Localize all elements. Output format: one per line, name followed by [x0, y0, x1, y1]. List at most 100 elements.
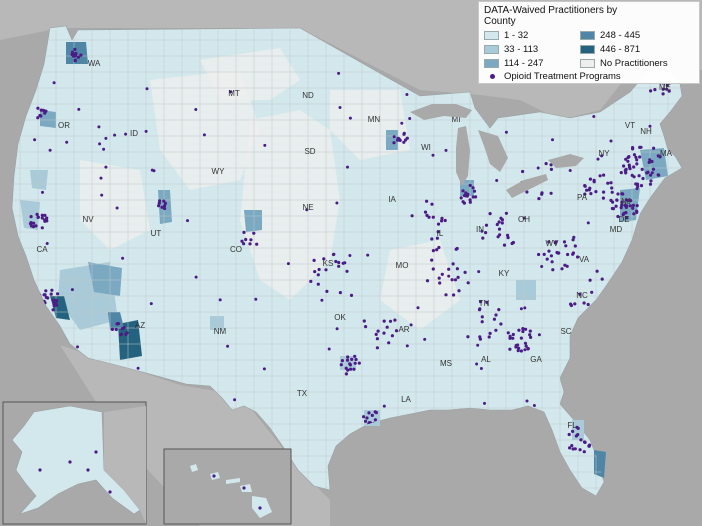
otp-marker — [42, 306, 46, 310]
state-label: MT — [228, 89, 240, 98]
otp-marker — [571, 238, 575, 242]
otp-marker — [122, 326, 126, 330]
otp-marker — [114, 327, 118, 332]
otp-marker — [595, 269, 599, 273]
otp-marker — [576, 255, 580, 259]
otp-marker — [547, 249, 551, 253]
otp-marker — [619, 171, 623, 175]
county-cluster — [30, 170, 48, 190]
otp-marker — [525, 190, 529, 194]
otp-marker — [549, 191, 553, 195]
otp-marker — [610, 296, 615, 300]
otp-marker — [313, 270, 317, 274]
state-label: KY — [499, 269, 510, 278]
otp-marker — [590, 290, 594, 294]
legend-swatch — [484, 31, 499, 40]
otp-marker — [29, 368, 33, 372]
otp-marker — [202, 133, 206, 137]
otp-marker — [623, 203, 627, 207]
legend-classes: 1 - 32 248 - 445 33 - 113 446 - 871 114 … — [484, 30, 694, 69]
otp-marker — [582, 301, 586, 305]
otp-marker — [70, 50, 75, 54]
otp-marker — [392, 135, 396, 139]
state-label: VT — [625, 121, 635, 130]
legend-swatch — [580, 31, 595, 40]
state-label: SD — [304, 147, 315, 156]
otp-marker — [555, 250, 559, 255]
otp-marker — [353, 361, 357, 365]
otp-marker — [639, 184, 644, 188]
otp-marker — [100, 193, 104, 197]
otp-marker — [77, 107, 81, 111]
legend-label: 248 - 445 — [600, 30, 641, 41]
state-label: WA — [88, 59, 101, 68]
county-cluster — [386, 130, 398, 150]
county-cluster — [594, 450, 606, 478]
otp-marker — [517, 328, 521, 332]
otp-marker — [610, 186, 614, 190]
otp-marker — [423, 337, 427, 341]
otp-marker — [462, 194, 467, 198]
otp-marker — [549, 167, 554, 171]
otp-marker — [504, 130, 508, 134]
otp-marker — [488, 212, 492, 216]
otp-marker — [366, 253, 370, 257]
otp-marker — [362, 319, 366, 323]
state-label: WV — [546, 239, 560, 248]
lake-michigan — [456, 126, 470, 186]
otp-marker — [564, 244, 568, 248]
otp-marker — [623, 290, 627, 294]
otp-marker — [627, 413, 631, 416]
no-practitioner-region — [80, 160, 150, 250]
otp-marker — [410, 214, 414, 218]
otp-marker — [487, 335, 491, 339]
otp-marker — [339, 363, 343, 367]
otp-marker — [600, 154, 604, 158]
otp-marker — [609, 181, 613, 185]
otp-marker — [620, 264, 624, 268]
otp-marker — [430, 237, 434, 241]
otp-marker — [504, 211, 508, 215]
otp-marker — [457, 289, 461, 293]
otp-marker — [44, 109, 48, 113]
state-label: CA — [36, 245, 48, 254]
otp-marker — [582, 450, 586, 454]
otp-marker — [532, 404, 536, 407]
otp-marker — [409, 323, 413, 327]
otp-marker — [551, 268, 555, 272]
otp-marker — [39, 108, 43, 112]
county-cluster — [210, 316, 224, 330]
great-lakes — [410, 104, 584, 198]
otp-marker — [229, 90, 233, 94]
otp-marker — [39, 298, 43, 302]
otp-marker — [647, 160, 651, 164]
legend-label: 114 - 247 — [504, 58, 544, 69]
otp-marker — [36, 116, 40, 120]
otp-marker — [597, 304, 601, 308]
otp-marker — [405, 136, 409, 140]
otp-marker — [562, 240, 567, 244]
otp-marker — [583, 184, 587, 188]
otp-marker — [163, 201, 167, 205]
otp-marker — [479, 300, 483, 304]
hawaii-inset-frame — [163, 448, 292, 525]
otp-marker — [466, 335, 470, 339]
state-label: MI — [452, 115, 461, 124]
otp-marker — [632, 212, 636, 216]
lake-erie — [506, 174, 548, 198]
hawaii-inset[interactable] — [163, 448, 292, 525]
otp-marker — [661, 92, 665, 96]
state-label: OR — [58, 121, 70, 130]
otp-marker — [316, 282, 320, 286]
otp-marker — [390, 334, 394, 338]
otp-marker — [374, 411, 378, 415]
otp-marker — [610, 190, 614, 194]
otp-marker — [582, 440, 587, 444]
state-label: NE — [302, 203, 313, 212]
otp-marker — [651, 167, 656, 171]
otp-marker — [477, 270, 481, 274]
lake-superior — [410, 104, 472, 120]
county-cluster — [244, 210, 262, 232]
alaska-inset[interactable] — [2, 401, 147, 525]
